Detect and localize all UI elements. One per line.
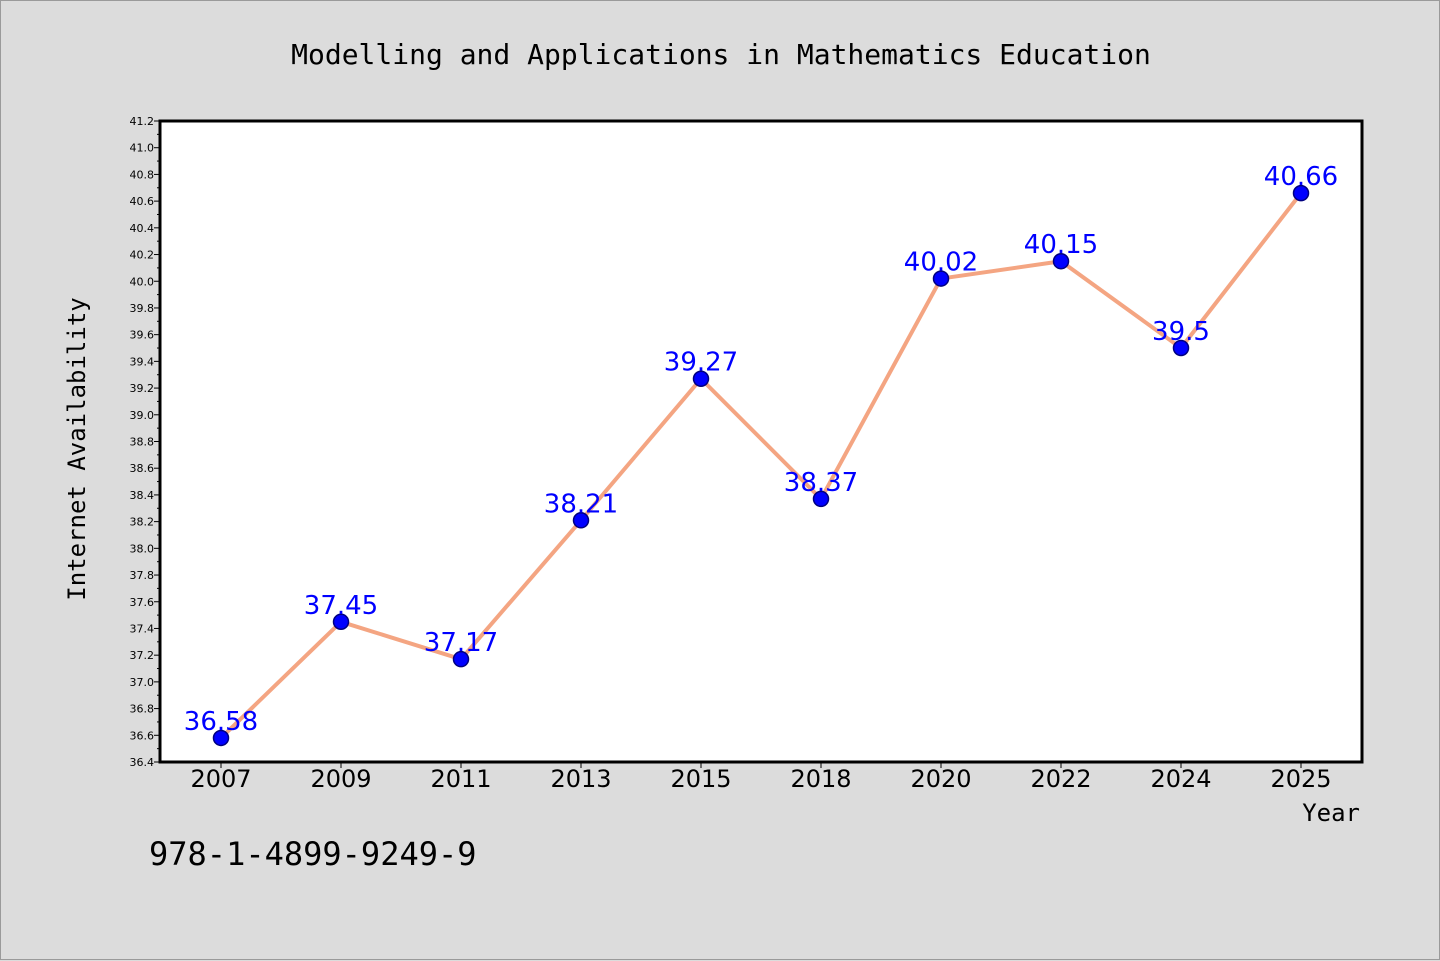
data-label: 39.5 — [1152, 317, 1210, 347]
y-tick-label: 38.4 — [130, 489, 155, 502]
y-tick-label: 39.2 — [130, 382, 155, 395]
y-tick-label: 39.0 — [130, 409, 155, 422]
data-label: 36.58 — [184, 707, 258, 737]
data-point — [1052, 252, 1070, 270]
y-tick-label: 38.2 — [130, 516, 155, 529]
x-axis-label: Year — [1302, 799, 1360, 827]
y-tick-label: 36.8 — [130, 703, 155, 716]
y-tick-label: 40.6 — [130, 195, 155, 208]
y-tick-label: 40.2 — [130, 249, 155, 262]
data-label: 38.37 — [784, 468, 858, 498]
x-tick-label: 2013 — [550, 765, 611, 793]
data-label: 40.66 — [1264, 162, 1338, 192]
y-tick-label: 37.4 — [130, 622, 155, 635]
y-tick-label: 36.6 — [130, 729, 155, 742]
x-axis: 2007 2009 2011 2013 2015 2018 2020 2022 2024 2025 — [190, 762, 1332, 793]
y-tick-label: 40.4 — [130, 222, 155, 235]
data-point — [332, 613, 350, 631]
isbn-annotation: 978-1-4899-9249-9 — [149, 835, 477, 873]
y-tick-label: 38.0 — [130, 542, 155, 555]
chart-title: Modelling and Applications in Mathematic… — [291, 38, 1151, 71]
data-point — [812, 490, 830, 508]
x-tick-label: 2020 — [910, 765, 971, 793]
y-tick-label: 38.8 — [130, 436, 155, 449]
data-point — [692, 370, 710, 387]
y-axis: 36.4 36.6 36.8 37.0 37.2 37.4 37.6 37.8 38.0 38.2… — [130, 115, 160, 769]
y-tick-label: 37.6 — [130, 596, 155, 609]
data-point — [212, 729, 230, 747]
data-label: 37.17 — [424, 628, 498, 658]
y-tick-label: 40.0 — [130, 275, 155, 288]
y-tick-label: 36.4 — [130, 756, 155, 769]
x-tick-label: 2007 — [190, 765, 251, 793]
x-tick-label: 2018 — [790, 765, 851, 793]
data-point — [1292, 184, 1310, 202]
y-axis-label: Internet Availability — [63, 297, 91, 600]
x-tick-label: 2015 — [670, 765, 731, 793]
data-label: 38.21 — [544, 489, 618, 519]
x-tick-label: 2022 — [1030, 765, 1091, 793]
y-tick-label: 38.6 — [130, 462, 155, 475]
series-layer: 36.58 37.45 37.17 38.21 39.27 38.37 40.02 40.15… — [184, 162, 1338, 747]
data-label: 39.27 — [664, 348, 738, 378]
data-label: 40.02 — [904, 248, 978, 278]
y-tick-label: 39.4 — [130, 355, 155, 368]
data-label: 37.45 — [304, 591, 378, 621]
series-line — [219, 191, 1303, 740]
data-point — [452, 650, 470, 668]
y-tick-label: 40.8 — [130, 168, 155, 181]
y-tick-label: 39.6 — [130, 329, 155, 342]
y-tick-label: 41.2 — [130, 115, 155, 128]
y-tick-label: 41.0 — [130, 142, 155, 155]
data-point — [932, 270, 950, 287]
x-tick-label: 2024 — [1150, 765, 1211, 793]
x-tick-label: 2011 — [430, 765, 491, 793]
y-tick-label: 37.0 — [130, 676, 155, 689]
data-label: 40.15 — [1024, 230, 1098, 260]
x-tick-label: 2009 — [310, 765, 371, 793]
data-point — [572, 512, 590, 529]
y-tick-label: 37.2 — [130, 649, 155, 662]
y-tick-label: 37.8 — [130, 569, 155, 582]
x-tick-label: 2025 — [1270, 765, 1331, 793]
y-tick-label: 39.8 — [130, 302, 155, 315]
data-point — [1172, 339, 1190, 357]
